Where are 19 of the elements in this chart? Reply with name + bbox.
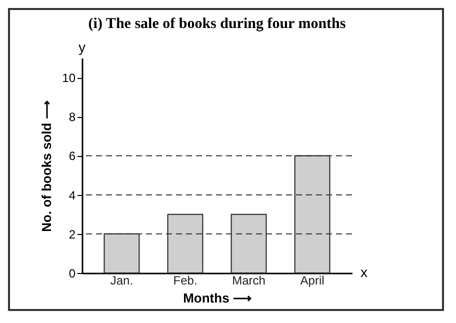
y-tick-label: 2 (68, 227, 76, 242)
text: y (78, 39, 86, 55)
y-tick-label: 0 (68, 266, 76, 280)
bar (104, 233, 140, 274)
y-tick-label: 6 (68, 149, 76, 164)
x-tick-label: April (300, 274, 324, 288)
x-tick-label: March (232, 274, 266, 288)
chart-title: (i) The sale of books during four months (88, 16, 346, 32)
y-tick-label: 4 (68, 188, 76, 202)
bar (167, 214, 204, 274)
y-axis-title: No. of books sold ⟶ (39, 100, 54, 232)
bar (230, 214, 267, 274)
bar (294, 155, 330, 274)
x-tick-label: Feb. (173, 274, 198, 288)
x-axis-title: Months ⟶ (183, 290, 252, 306)
y-tick-label: 10 (62, 71, 76, 86)
text: x (360, 264, 368, 280)
x-tick-label: Jan. (110, 274, 134, 288)
y-tick-label: 8 (68, 110, 76, 124)
